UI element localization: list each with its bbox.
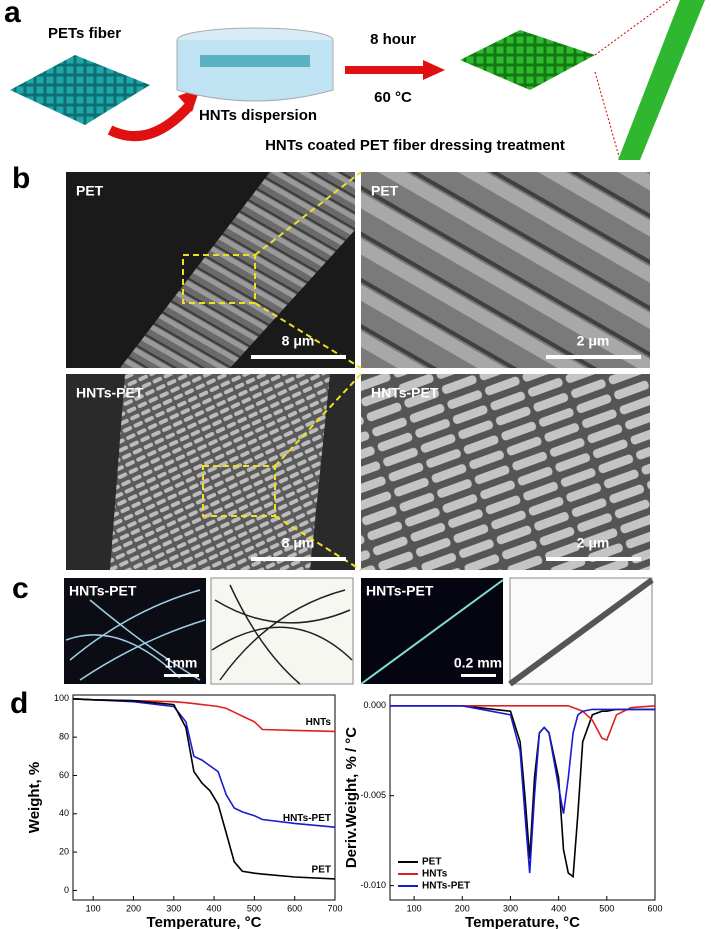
series-label: HNTs-PET xyxy=(283,813,331,824)
scale-label: 2 μm xyxy=(577,535,610,551)
legend-label: HNTs-PET xyxy=(422,881,470,892)
image-label: HNTs-PET xyxy=(371,385,439,401)
plot-frame xyxy=(389,694,656,901)
series-label: PET xyxy=(312,865,331,876)
x-tick-label: 300 xyxy=(503,903,518,913)
x-axis-label: Temperature, °C xyxy=(465,914,580,929)
series-line xyxy=(390,705,655,879)
y-tick-label: 0 xyxy=(64,885,69,895)
scale-label: 0.2 mm xyxy=(454,655,502,671)
dish xyxy=(176,40,334,102)
scale-label: 8 μm xyxy=(282,535,315,551)
fiber xyxy=(508,577,654,687)
plot-frame xyxy=(72,694,336,901)
series-line xyxy=(72,698,336,880)
pet-fabric xyxy=(10,55,150,125)
y-tick-label: 40 xyxy=(59,808,69,818)
image-label: HNTs-PET xyxy=(69,583,137,599)
fibers xyxy=(65,589,206,681)
x-tick-label: 100 xyxy=(86,903,101,913)
zoom-line xyxy=(274,373,362,467)
x-tick-label: 300 xyxy=(166,903,181,913)
scale-bar xyxy=(251,355,346,359)
coated-fabric xyxy=(460,30,595,90)
x-tick-label: 400 xyxy=(207,903,222,913)
x-tick-label: 700 xyxy=(327,903,342,913)
series-line xyxy=(390,705,655,874)
time-label: 8 hour xyxy=(370,31,416,48)
x-tick-label: 100 xyxy=(407,903,422,913)
series-line xyxy=(390,705,656,742)
y-tick-label: 20 xyxy=(59,846,69,856)
zoom-line xyxy=(594,71,621,161)
scale-bar xyxy=(546,355,641,359)
y-tick-label: -0.005 xyxy=(360,790,386,800)
x-tick-label: 600 xyxy=(287,903,302,913)
fiber xyxy=(360,579,504,685)
scale-bar xyxy=(251,557,346,561)
scale-label: 8 μm xyxy=(282,333,315,349)
y-axis-label: Weight, % xyxy=(26,762,43,833)
x-tick-label: 400 xyxy=(551,903,566,913)
image-label: HNTs-PET xyxy=(366,583,434,599)
series-label: HNTs xyxy=(306,717,332,728)
image-label: HNTs-PET xyxy=(76,385,144,401)
image-label: PET xyxy=(76,183,104,199)
series-line xyxy=(72,698,336,828)
series-line xyxy=(72,698,336,733)
panel-label: a xyxy=(4,0,21,29)
x-tick-label: 600 xyxy=(647,903,662,913)
zoom-box xyxy=(182,254,256,304)
temperature-label: 60 °C xyxy=(374,89,412,106)
scale-bar xyxy=(461,674,496,677)
y-axis-label: Deriv.Weight, % / °C xyxy=(343,727,360,868)
legend-label: HNTs xyxy=(422,869,448,880)
x-tick-label: 200 xyxy=(455,903,470,913)
fiber-label: PETs fiber xyxy=(48,25,121,42)
sem-fiber xyxy=(110,374,330,570)
x-tick-label: 500 xyxy=(247,903,262,913)
y-tick-label: 80 xyxy=(59,732,69,742)
scale-bar xyxy=(164,674,199,677)
coated-fiber xyxy=(618,0,705,160)
panel-label: c xyxy=(12,572,29,605)
legend-label: PET xyxy=(422,857,441,868)
y-tick-label: 0.000 xyxy=(363,700,386,710)
dish-fabric xyxy=(200,55,310,67)
sem-image xyxy=(361,172,650,368)
panel-label: b xyxy=(12,162,30,195)
x-tick-label: 500 xyxy=(599,903,614,913)
caption: HNTs coated PET fiber dressing treatment xyxy=(265,137,565,154)
zoom-line xyxy=(254,171,362,256)
x-axis-label: Temperature, °C xyxy=(147,914,262,929)
arrow xyxy=(107,101,194,142)
y-tick-label: -0.010 xyxy=(360,880,386,890)
scale-label: 1mm xyxy=(165,655,198,671)
y-tick-label: 100 xyxy=(54,693,69,703)
arrow-head xyxy=(423,60,445,80)
zoom-box xyxy=(202,465,276,517)
scale-bar xyxy=(546,557,641,561)
image-label: PET xyxy=(371,183,399,199)
dispersion-label: HNTs dispersion xyxy=(199,107,317,124)
panel-label: d xyxy=(10,687,28,720)
zoom-line xyxy=(594,0,671,56)
scale-label: 2 μm xyxy=(577,333,610,349)
y-tick-label: 60 xyxy=(59,770,69,780)
x-tick-label: 200 xyxy=(126,903,141,913)
sem-fiber xyxy=(120,172,355,368)
zoom-line xyxy=(274,515,362,571)
fibers xyxy=(211,584,353,685)
sem-image xyxy=(361,374,650,570)
